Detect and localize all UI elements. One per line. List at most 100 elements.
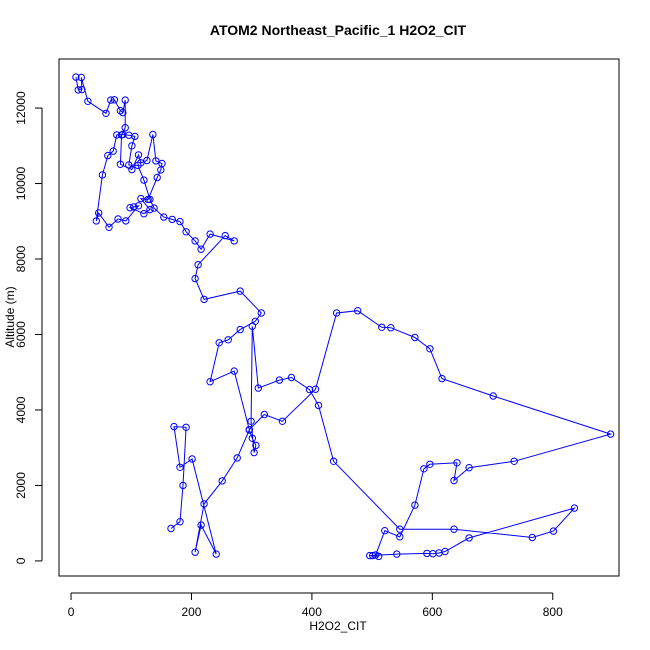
data-point [354, 307, 362, 315]
data-point [329, 457, 338, 465]
data-point [126, 204, 134, 212]
data-point [197, 245, 205, 253]
data-point [140, 176, 148, 184]
data-point [215, 339, 223, 347]
data-point [176, 463, 184, 471]
data-point [221, 231, 229, 240]
data-point [230, 367, 238, 375]
data-point [332, 309, 341, 317]
data-point [191, 237, 199, 245]
data-point [119, 108, 127, 117]
data-point [606, 430, 615, 438]
data-point [188, 455, 196, 463]
data-point [252, 441, 260, 450]
data-point [152, 157, 160, 165]
data-point [137, 194, 145, 203]
data-point [77, 73, 86, 82]
data-point [92, 217, 101, 225]
data-point [549, 527, 558, 535]
data-point [250, 448, 258, 457]
data-point [245, 426, 254, 434]
data-point [314, 401, 323, 410]
x-tick-label: 200 [181, 605, 201, 619]
data-point [257, 309, 265, 317]
data-point [131, 132, 139, 141]
data-point [375, 552, 383, 561]
data-point [366, 551, 374, 560]
data-point [275, 376, 284, 384]
y-tick-label: 4000 [14, 396, 28, 423]
data-point [191, 274, 199, 283]
data-point [72, 73, 80, 81]
data-point [510, 457, 518, 465]
data-point [105, 223, 113, 232]
data-point [247, 417, 255, 425]
data-point [110, 96, 119, 104]
data-point [102, 109, 110, 118]
y-tick-label: 0 [14, 557, 28, 564]
data-point [134, 202, 143, 210]
y-tick-label: 12000 [14, 91, 28, 125]
data-point [167, 524, 175, 533]
data-point [134, 161, 142, 170]
data-point [528, 533, 536, 542]
data-point [278, 417, 287, 425]
data-point [98, 171, 107, 179]
data-point [396, 525, 404, 533]
data-point [450, 476, 458, 485]
x-tick-label: 400 [302, 605, 322, 619]
data-point [121, 124, 129, 132]
data-point [200, 295, 208, 304]
data-point [378, 323, 386, 331]
x-tick-label: 600 [422, 605, 442, 619]
x-axis-label: H2O2_CIT [309, 619, 367, 633]
data-point [104, 151, 112, 160]
data-point [182, 228, 190, 236]
x-axis: 0 200 400 600 800 [68, 592, 563, 619]
data-point [146, 205, 154, 214]
data-point [200, 500, 208, 508]
data-point [170, 422, 178, 431]
y-axis: 0 2000 4000 6000 8000 10000 12000 [14, 91, 43, 564]
data-point [465, 464, 473, 472]
data-point [396, 533, 404, 541]
data-point [438, 374, 446, 383]
data-point [453, 459, 461, 467]
data-point [212, 550, 220, 558]
data-point [74, 86, 83, 94]
data-point [236, 287, 244, 295]
data-point [387, 324, 395, 332]
data-point [109, 147, 117, 155]
data-point [420, 465, 428, 473]
data-point [125, 161, 133, 169]
data-point [157, 166, 165, 174]
data-point [305, 385, 314, 394]
data-point [176, 217, 184, 226]
data-point [150, 204, 158, 212]
data-point [287, 373, 296, 382]
y-tick-label: 8000 [14, 245, 28, 272]
data-point [441, 547, 449, 556]
data-point [197, 521, 205, 529]
data-point [134, 151, 143, 159]
plot-frame [58, 58, 620, 577]
data-point [114, 215, 122, 223]
data-point [168, 215, 176, 224]
data-point [121, 96, 129, 104]
data-point [411, 501, 419, 509]
data-point [206, 378, 214, 386]
data-point [248, 322, 257, 330]
y-tick-label: 10000 [14, 167, 28, 201]
data-point [393, 550, 401, 558]
x-tick-label: 800 [543, 605, 563, 619]
data-point [116, 160, 125, 169]
data-point [194, 261, 202, 269]
data-point [128, 142, 136, 150]
data-point [381, 527, 389, 535]
data-point [122, 217, 130, 225]
series-layer [72, 73, 615, 561]
data-point [254, 384, 262, 392]
data-point [218, 477, 226, 485]
data-point [130, 203, 138, 211]
